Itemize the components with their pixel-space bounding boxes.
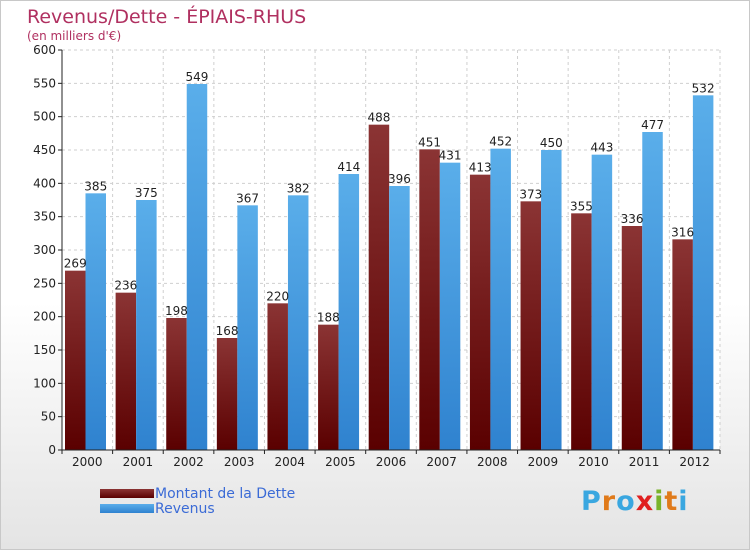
proxiti-logo: Proxiti [581,486,689,517]
x-tick-label: 2006 [376,455,407,469]
y-tick-label: 450 [33,143,56,157]
bar-dette-2004 [267,303,288,450]
data-label-revenus-2005: 414 [337,160,360,174]
bar-revenus-2010 [591,154,613,450]
x-tick-label: 2012 [679,455,710,469]
chart-subtitle: (en milliers d'€) [27,29,122,43]
data-label-revenus-2006: 396 [388,172,411,186]
bar-dette-2007 [419,149,440,451]
y-tick-label: 400 [33,176,56,190]
data-label-dette-2007: 451 [418,135,441,149]
data-label-dette-2005: 188 [317,311,340,325]
legend-swatch-revenus [100,504,154,513]
y-tick-label: 200 [33,310,56,324]
logo-letter: i [654,486,665,517]
y-tick-label: 150 [33,343,56,357]
data-label-dette-2006: 488 [367,111,390,125]
x-tick-label: 2001 [123,455,154,469]
legend-label-dette: Montant de la Dette [155,486,296,502]
bars [65,84,714,451]
x-tick-label: 2000 [72,455,103,469]
bar-revenus-2007 [439,162,461,450]
logo-letter: i [678,486,689,517]
data-label-dette-2004: 220 [266,289,289,303]
legend-label-revenus: Revenus [155,501,215,517]
data-label-revenus-2001: 375 [135,186,158,200]
data-label-dette-2009: 373 [519,187,542,201]
bar-revenus-2008 [490,148,511,450]
bar-dette-2001 [115,292,137,450]
y-tick-label: 500 [33,110,56,124]
x-tick-label: 2010 [578,455,609,469]
data-label-dette-2002: 198 [165,304,188,318]
bar-revenus-2000 [85,193,106,451]
logo-letter: P [581,486,602,517]
data-label-dette-2000: 269 [64,257,87,271]
logo-letter: x [635,486,655,517]
y-tick-label: 600 [33,43,56,57]
data-label-revenus-2002: 549 [186,70,209,84]
y-tick-label: 250 [33,276,56,290]
x-tick-label: 2004 [274,455,305,469]
data-label-revenus-2009: 450 [540,136,563,150]
y-tick-label: 300 [33,243,56,257]
bar-dette-2000 [65,270,86,450]
data-label-revenus-2008: 452 [489,135,512,149]
data-label-dette-2001: 236 [114,279,137,293]
bar-revenus-2005 [338,174,360,450]
x-tick-label: 2009 [528,455,559,469]
bar-dette-2010 [571,213,592,450]
data-label-revenus-2003: 367 [236,191,259,205]
data-label-revenus-2000: 385 [84,179,107,193]
bar-revenus-2009 [541,150,562,450]
data-label-revenus-2010: 443 [590,141,613,155]
bar-revenus-2012 [692,95,714,450]
data-label-revenus-2004: 382 [287,181,310,195]
bar-dette-2002 [166,318,187,450]
x-tick-label: 2008 [477,455,508,469]
bar-revenus-2002 [186,84,208,450]
data-label-dette-2003: 168 [216,324,239,338]
data-label-dette-2010: 355 [570,199,593,213]
bar-dette-2005 [318,324,339,450]
bar-dette-2006 [368,124,390,451]
data-label-dette-2012: 316 [671,225,694,239]
x-tick-label: 2011 [629,455,660,469]
bar-revenus-2004 [287,195,309,450]
bar-revenus-2003 [237,205,258,450]
y-tick-label: 0 [48,443,56,457]
data-label-dette-2011: 336 [621,212,644,226]
bar-dette-2012 [672,239,693,450]
bar-revenus-2001 [136,200,157,450]
chart-title: Revenus/Dette - ÉPIAIS-RHUS [27,6,307,28]
logo-letter: t [664,486,679,517]
x-tick-label: 2003 [224,455,255,469]
logo-letter: r [601,486,617,517]
bar-revenus-2006 [389,186,410,450]
x-tick-label: 2002 [173,455,204,469]
y-tick-label: 550 [33,76,56,90]
data-label-revenus-2011: 477 [641,118,664,132]
bar-revenus-2011 [642,132,663,450]
x-tick-label: 2007 [426,455,457,469]
bar-dette-2003 [216,338,238,450]
logo-letter: o [616,486,636,517]
bar-dette-2011 [621,226,643,450]
data-label-dette-2008: 413 [469,161,492,175]
axes: 0 50 100 150 200 250 300 350 400 450 500 550 600 2000… [33,43,721,469]
bar-dette-2009 [520,201,542,450]
x-tick-label: 2005 [325,455,356,469]
y-tick-label: 350 [33,210,56,224]
data-label-revenus-2007: 431 [439,149,462,163]
bar-dette-2008 [469,174,491,450]
data-labels: 269 385 236 375 198 549 168 367 220 382 188 414 488 3… [64,70,715,338]
legend-swatch-dette [100,489,154,498]
y-tick-label: 50 [41,410,56,424]
data-label-revenus-2012: 532 [692,81,715,95]
y-tick-label: 100 [33,376,56,390]
